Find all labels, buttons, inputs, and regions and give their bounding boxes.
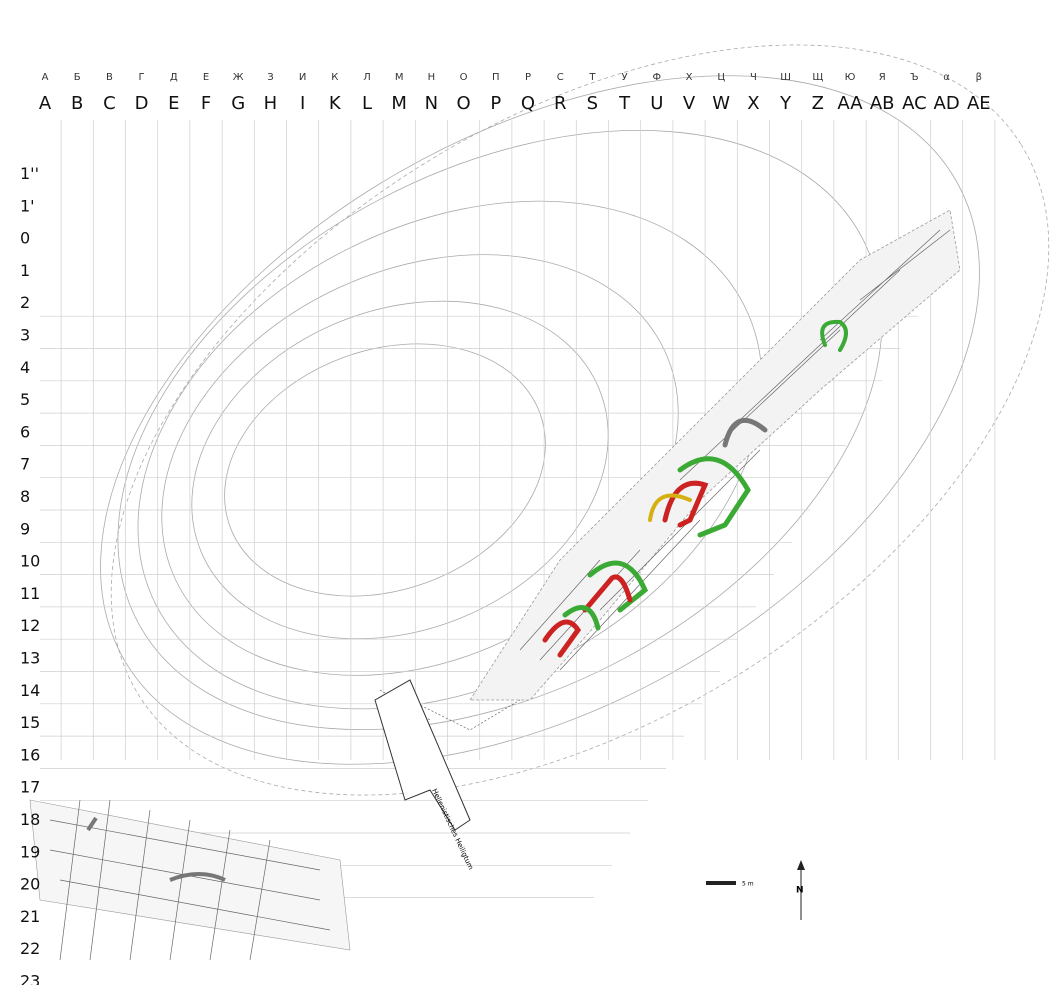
column-label: A (39, 93, 52, 114)
column-label: M (391, 93, 407, 114)
row-label: 19 (20, 842, 40, 861)
column-cyrillic-label: Б (74, 72, 81, 83)
row-label: 9 (20, 519, 30, 538)
grid-labels: АAБBВCГDДEЕFЖGЗHИIКKЛLМMНNОOПPРQСRТSУTФU… (20, 72, 991, 985)
column-label: K (329, 93, 342, 114)
column-label: AC (902, 93, 927, 114)
column-label: Z (812, 93, 824, 114)
column-cyrillic-label: Д (170, 72, 178, 83)
grid (40, 120, 996, 898)
column-cyrillic-label: П (492, 72, 500, 83)
column-label: R (554, 93, 567, 114)
column-label: AE (967, 93, 991, 114)
column-cyrillic-label: Н (428, 72, 436, 83)
column-label: U (650, 93, 663, 114)
row-label: 1' (20, 196, 35, 215)
north-arrow: N (796, 860, 805, 920)
row-label: 14 (20, 681, 40, 700)
lower-west-area (29, 799, 351, 961)
column-cyrillic-label: Т (588, 72, 596, 83)
row-label: 23 (20, 972, 40, 985)
column-cyrillic-label: А (42, 72, 49, 83)
column-cyrillic-label: У (622, 72, 628, 83)
column-label: AB (870, 93, 895, 114)
column-cyrillic-label: Ж (233, 72, 244, 83)
column-label: L (362, 93, 372, 114)
column-cyrillic-label: М (395, 72, 404, 83)
column-cyrillic-label: Х (686, 72, 693, 83)
column-cyrillic-label: Ю (845, 72, 856, 83)
column-label: S (587, 93, 598, 114)
column-cyrillic-label: Щ (812, 72, 823, 83)
row-label: 12 (20, 616, 40, 635)
row-label: 2 (20, 293, 30, 312)
row-label: 16 (20, 745, 40, 764)
column-label: C (103, 93, 116, 114)
excavation-strip (379, 209, 961, 731)
column-cyrillic-label: Е (203, 72, 209, 83)
row-label: 5 (20, 390, 30, 409)
row-label: 15 (20, 713, 40, 732)
row-label: 8 (20, 487, 30, 506)
column-cyrillic-label: Ш (780, 72, 791, 83)
column-label: D (135, 93, 149, 114)
row-label: 10 (20, 552, 40, 571)
row-label: 3 (20, 326, 30, 345)
column-label: AA (837, 93, 863, 114)
scale-bar: 5 m (706, 881, 754, 888)
column-cyrillic-label: Ъ (910, 72, 918, 83)
column-cyrillic-label: Ч (750, 72, 757, 83)
column-label: V (683, 93, 696, 114)
row-label: 17 (20, 778, 40, 797)
column-label: F (201, 93, 211, 114)
scale-label: 5 m (742, 881, 754, 888)
row-label: 20 (20, 875, 40, 894)
column-label: H (264, 93, 278, 114)
column-cyrillic-label: Ф (652, 72, 661, 83)
column-cyrillic-label: Я (879, 72, 886, 83)
column-cyrillic-label: Ц (717, 72, 725, 83)
column-cyrillic-label: К (331, 72, 338, 83)
row-label: 1'' (20, 164, 39, 183)
column-label: T (618, 93, 631, 114)
column-cyrillic-label: Г (139, 72, 145, 83)
row-label: 22 (20, 939, 40, 958)
row-label: 6 (20, 422, 30, 441)
structures (542, 319, 848, 658)
column-cyrillic-label: α (943, 72, 950, 83)
column-label: E (168, 93, 179, 114)
column-label: X (747, 93, 759, 114)
column-label: B (71, 93, 83, 114)
row-label: 11 (20, 584, 40, 603)
row-label: 18 (20, 810, 40, 829)
row-label: 4 (20, 358, 30, 377)
row-label: 7 (20, 455, 30, 474)
north-label: N (796, 886, 804, 896)
column-cyrillic-label: Л (363, 72, 371, 83)
column-label: I (300, 93, 305, 114)
column-cyrillic-label: З (267, 72, 273, 83)
column-label: Y (779, 93, 792, 114)
column-label: Q (521, 93, 535, 114)
column-cyrillic-label: О (460, 72, 468, 83)
column-label: W (712, 93, 730, 114)
row-label: 13 (20, 649, 40, 668)
row-label: 0 (20, 229, 30, 248)
column-cyrillic-label: И (299, 72, 306, 83)
column-label: P (490, 93, 501, 114)
row-label: 21 (20, 907, 40, 926)
column-label: G (231, 93, 245, 114)
row-label: 1 (20, 261, 30, 280)
column-label: N (425, 93, 438, 114)
column-cyrillic-label: С (557, 72, 564, 83)
building-outline: Hellenistisches Heiligtum (374, 679, 475, 871)
column-cyrillic-label: В (106, 72, 113, 83)
column-cyrillic-label: β (976, 72, 982, 83)
column-label: O (457, 93, 471, 114)
column-label: AD (934, 93, 960, 114)
column-cyrillic-label: Р (525, 72, 531, 83)
